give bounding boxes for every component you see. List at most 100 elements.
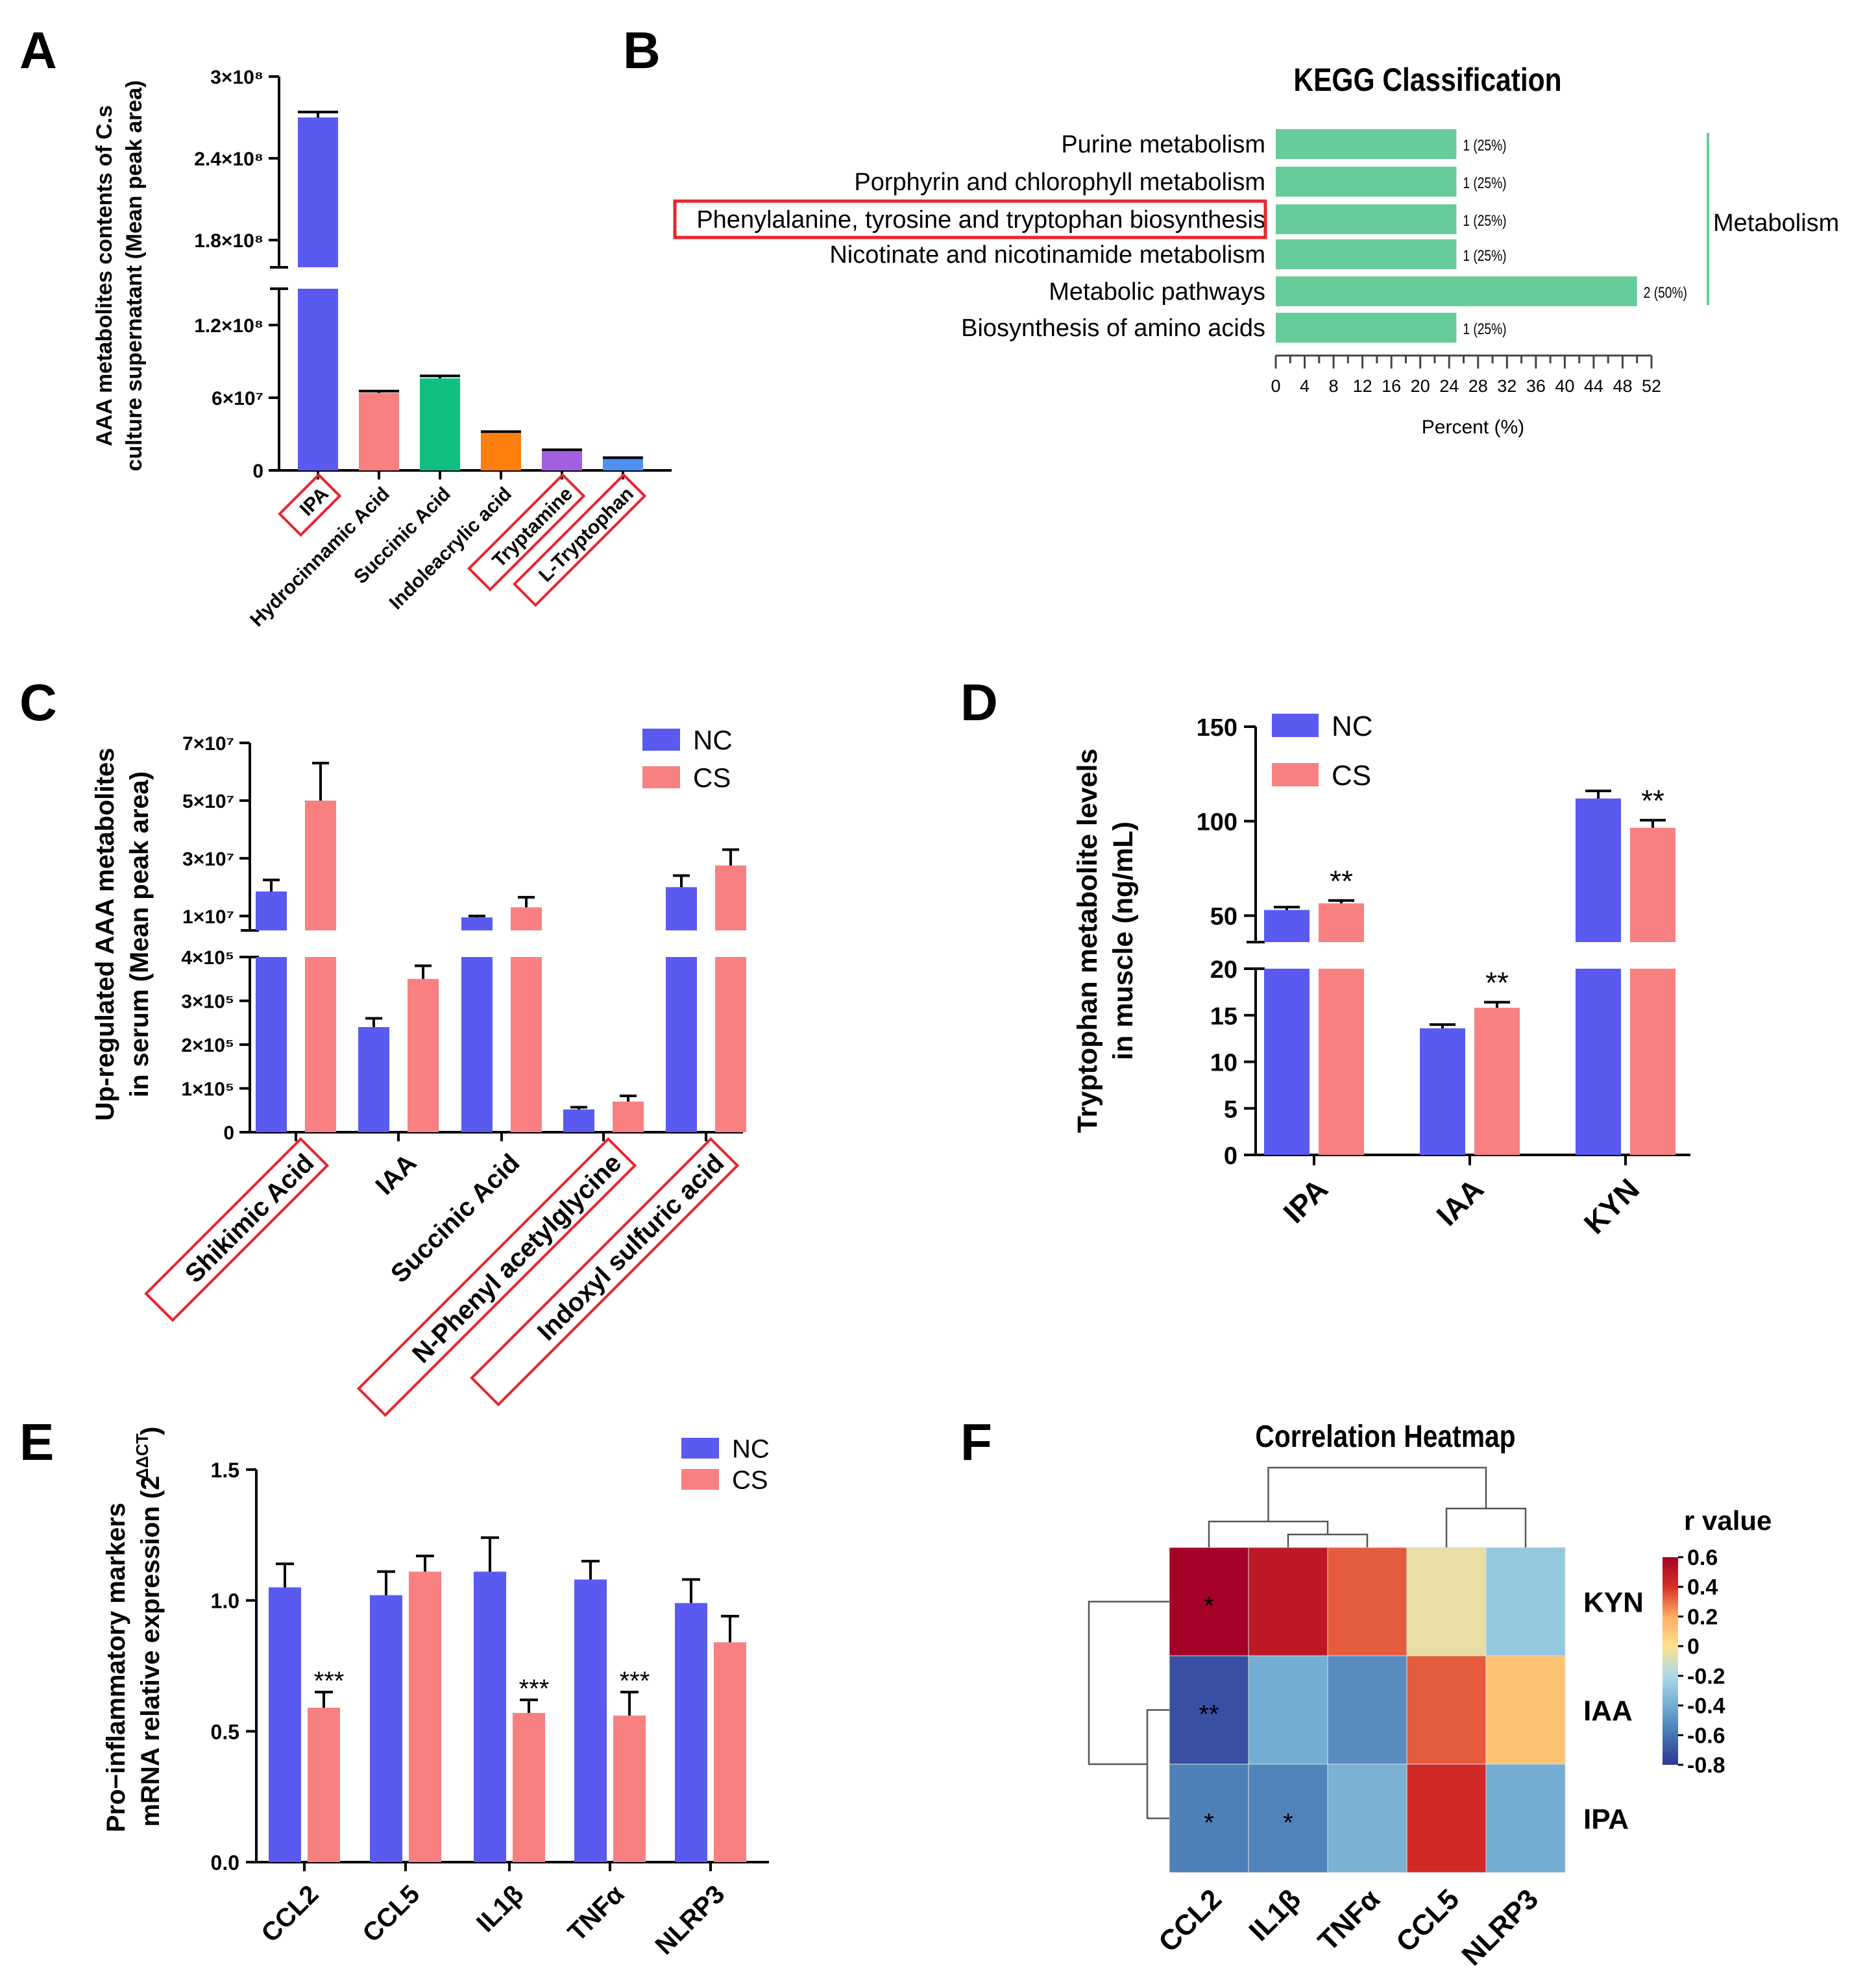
legend-label: NC	[732, 1435, 770, 1463]
bar	[481, 433, 521, 470]
x-axis-label: Percent (%)	[1422, 417, 1524, 438]
y-axis-label: mRNA relative expression (2	[136, 1476, 165, 1827]
x-tick-label: 20	[1411, 376, 1430, 396]
y-axis-label: Tryptophan metabolite levels	[1072, 749, 1103, 1133]
bar	[1319, 969, 1364, 1155]
bar	[511, 907, 542, 930]
value-label: 1 (25%)	[1463, 136, 1506, 154]
group-label: Metabolism	[1713, 210, 1839, 237]
x-tick-label: 0	[1271, 376, 1280, 396]
y-axis-label-close: )	[136, 1427, 165, 1435]
bar	[305, 957, 336, 1132]
x-tick-label: IPA	[1276, 1172, 1334, 1230]
heatmap-cell	[1327, 1764, 1407, 1873]
significance-stars: **	[1330, 864, 1353, 898]
panel-c-bar-chart: 0 1×10⁵ 2×10⁵ 3×10⁵ 4×10⁵ 1×10⁷ 3×10⁷ 5×10⁷ 7×10…	[91, 725, 746, 1417]
heatmap-cell	[1406, 1547, 1487, 1656]
dendrogram-branch	[1445, 1507, 1527, 1547]
significance-stars: ***	[620, 1667, 650, 1695]
x-tick-label: NLRP3	[650, 1880, 731, 1960]
significance-stars: ***	[519, 1675, 550, 1703]
panel-label-e: E	[19, 1413, 54, 1471]
y-tick-label: 3×10⁷	[182, 849, 234, 870]
bar	[1630, 969, 1675, 1155]
heatmap-cell	[1248, 1764, 1328, 1873]
highlight-box	[356, 1137, 637, 1417]
colorbar-tick-label: 0.4	[1687, 1575, 1718, 1600]
y-tick-label: 4×10⁵	[181, 947, 234, 969]
dendrogram-branch	[1287, 1533, 1369, 1547]
y-tick-label: 100	[1197, 809, 1237, 836]
bar	[370, 1595, 402, 1862]
heatmap-cell	[1169, 1547, 1249, 1656]
value-label: 2 (50%)	[1644, 284, 1687, 302]
x-tick-label: IAA	[1430, 1172, 1490, 1232]
heatmap-cell	[1169, 1764, 1249, 1873]
heatmap-cell	[1485, 1764, 1566, 1873]
bar	[308, 1708, 340, 1862]
y-tick-label: 1.5	[211, 1459, 239, 1482]
colorbar-tick-label: 0.6	[1687, 1546, 1718, 1570]
bar	[1264, 969, 1310, 1155]
bar	[461, 917, 493, 930]
bar	[675, 1603, 707, 1862]
colorbar-tick-label: -0.8	[1687, 1753, 1725, 1778]
panel-label-c: C	[19, 673, 57, 731]
colorbar	[1663, 1557, 1678, 1765]
kegg-bar	[1276, 204, 1457, 234]
x-tick-label: 24	[1439, 376, 1459, 396]
row-label: KYN	[1583, 1587, 1644, 1619]
panel-b-kegg-chart: KEGG Classification Purine metabolism 1 (2…	[673, 62, 1839, 438]
y-axis-label: in muscle (ng/mL)	[1108, 821, 1139, 1060]
significance-stars: **	[1199, 1701, 1219, 1729]
x-tick-label-group: IAA	[371, 1148, 422, 1200]
panel-d-bar-chart: 0 5 10 15 20 50 100 150 Tryptophan metabolite le…	[1072, 710, 1690, 1241]
panel-label-f: F	[960, 1413, 992, 1471]
bar	[256, 891, 287, 930]
column-label: IL1β	[1243, 1883, 1307, 1947]
highlight-box	[512, 473, 647, 607]
y-tick-label: 150	[1197, 714, 1237, 742]
y-tick-label: 6×10⁷	[212, 388, 263, 409]
x-tick-label: 48	[1613, 376, 1632, 396]
row-label: IAA	[1583, 1695, 1633, 1727]
bar	[715, 957, 746, 1132]
x-tick-label: IAA	[371, 1148, 422, 1200]
y-tick-label: 1.0	[211, 1590, 239, 1613]
dendrogram	[1088, 1466, 1527, 1819]
bar	[613, 1101, 644, 1132]
legend-label: NC	[693, 725, 733, 755]
bar	[1630, 827, 1675, 942]
y-axis-label: in serum (Mean peak area)	[125, 771, 154, 1097]
y-axis-label: culture supernatant (Mean peak area)	[122, 80, 147, 472]
y-tick-label: 1×10⁷	[182, 906, 234, 928]
x-tick-label: CCL5	[357, 1880, 425, 1948]
significance-stars: **	[1641, 784, 1664, 818]
legend-label: CS	[1332, 760, 1371, 792]
bar	[420, 378, 460, 470]
x-tick-label-group: IPA	[278, 473, 342, 537]
y-axis-label: Up-regulated AAA metabolites	[91, 748, 119, 1121]
dendrogram-branch	[1146, 1709, 1169, 1819]
bar	[1264, 910, 1310, 942]
highlight-box	[673, 199, 1267, 239]
bar	[474, 1571, 506, 1862]
x-tick-label: CCL2	[256, 1880, 324, 1948]
bar	[1576, 798, 1621, 942]
category-label: Purine metabolism	[1061, 131, 1265, 158]
bar	[666, 887, 697, 930]
heatmap-cell	[1485, 1547, 1566, 1656]
bar	[714, 1642, 746, 1862]
bar	[542, 451, 582, 470]
x-tick-label: 12	[1353, 376, 1372, 396]
panel-label-d: D	[960, 673, 998, 731]
y-tick-label: 0	[223, 1122, 234, 1144]
kegg-bar	[1276, 276, 1637, 306]
colorbar-tick-label: 0.2	[1687, 1605, 1718, 1629]
y-tick-label: 1×10⁵	[181, 1079, 234, 1100]
column-label: CCL2	[1152, 1883, 1228, 1958]
colorbar-tick-label: -0.2	[1687, 1664, 1725, 1689]
bar	[1576, 969, 1621, 1155]
legend-label: CS	[732, 1466, 768, 1494]
y-tick-label: 2×10⁵	[181, 1035, 234, 1056]
